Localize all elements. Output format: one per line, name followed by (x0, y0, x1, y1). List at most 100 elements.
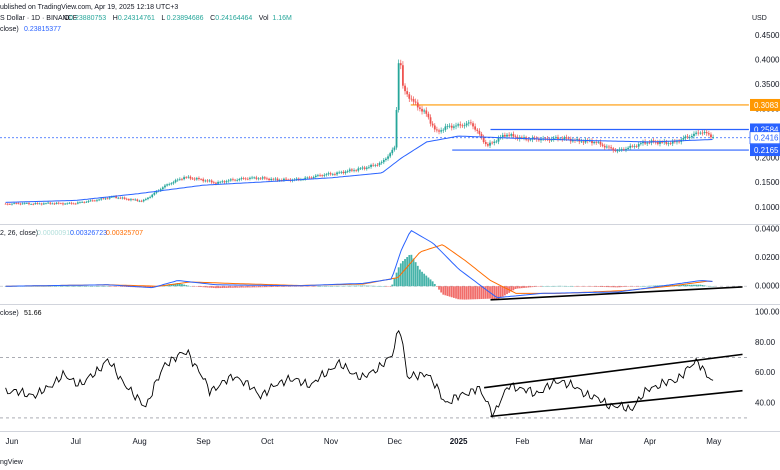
macd-tick-label: 0.0200 (755, 253, 780, 262)
candle-body (563, 137, 566, 140)
candle-body (181, 178, 183, 180)
candle-body (87, 201, 90, 202)
macd-histogram-bar (610, 286, 613, 288)
macd-histogram-bar (516, 286, 519, 289)
candle-body (520, 137, 523, 139)
rsi-pane[interactable]: 100.00 80.00 60.00 40.00 close) 51.66 (0, 308, 780, 419)
candle-body (36, 203, 39, 204)
candle-body (132, 199, 134, 200)
macd-histogram-bar (697, 284, 700, 287)
macd-histogram-bar (348, 285, 351, 287)
ohlc-key: C (210, 15, 215, 22)
macd-histogram-bar (123, 286, 126, 287)
rsi-channel-upper[interactable] (484, 353, 743, 389)
candle-body (215, 182, 217, 184)
macd-histogram-bar (178, 283, 181, 287)
macd-histogram-bar (210, 286, 213, 288)
macd-histogram-bar (423, 273, 426, 287)
candle-body (257, 178, 260, 180)
candle-body (457, 124, 460, 126)
macd-histogram-bar (365, 285, 368, 287)
macd-legend-signal: 0.00325707 (106, 230, 143, 237)
candle-body (310, 177, 313, 179)
macd-histogram-bar (176, 283, 179, 287)
candle-body (327, 173, 330, 175)
macd-histogram-bar (421, 271, 423, 287)
candle-body (225, 181, 228, 183)
time-axis[interactable]: Jun Jul Aug Sep Oct Nov Dec 2025 Feb Mar Apr May (6, 437, 722, 446)
candle-body (659, 142, 661, 144)
macd-histogram-bar (467, 286, 470, 300)
candle-body (404, 85, 406, 92)
candle-body (193, 178, 196, 180)
candle-body (710, 134, 712, 138)
price-axis-ticks: 0.45000.40000.35000.30000.20000.15000.10… (755, 31, 780, 212)
candle-body (620, 149, 623, 150)
candle-body (431, 123, 434, 126)
macd-histogram-bar (253, 286, 256, 288)
ohlc-value: 0.23894686 (167, 15, 204, 22)
candle-body (159, 189, 162, 191)
candle-body (633, 146, 636, 147)
macd-histogram-bar (181, 284, 183, 287)
candle-body (486, 144, 489, 146)
candle-body (314, 175, 317, 178)
time-axis-label: Mar (579, 437, 593, 446)
rsi-channel-lower[interactable] (490, 389, 743, 418)
candle-body (642, 141, 644, 144)
macd-histogram-bar (438, 286, 440, 290)
price-tick-label: 0.1500 (755, 178, 780, 187)
macd-pane[interactable]: 0.0400 0.0200 0.0000 2, 26, close) 0.00000… (0, 224, 780, 301)
candle-body (637, 144, 640, 147)
candle-body (682, 138, 685, 140)
candle-body (678, 141, 680, 143)
candle-body (261, 177, 264, 179)
candle-body (448, 125, 451, 127)
macd-histogram-bar (491, 286, 494, 300)
macd-legend-params: 2, 26, close) (0, 230, 38, 237)
candle-body (140, 200, 143, 202)
macd-legend-macd: 0.00326723 (70, 230, 107, 237)
macd-histogram-bar (261, 286, 264, 288)
macd-histogram-bar (187, 285, 190, 287)
candle-body (17, 203, 20, 205)
candle-body (283, 178, 285, 181)
candle-body (229, 179, 232, 181)
candle-body (393, 147, 396, 150)
time-axis-label: Nov (324, 437, 338, 446)
candle-body (433, 125, 436, 130)
tradingview-brand: ngView (0, 459, 24, 466)
candle-body (208, 180, 211, 182)
candle-body (397, 63, 400, 111)
macd-histogram-bar (225, 286, 228, 288)
candle-body (185, 177, 188, 178)
candle-body (467, 122, 470, 124)
candle-body (334, 174, 336, 175)
macd-trendline[interactable] (490, 286, 743, 301)
candle-body (616, 150, 619, 152)
candle-body (110, 196, 113, 198)
candle-body (489, 142, 491, 146)
candle-body (308, 177, 311, 179)
candle-body (493, 141, 496, 143)
candle-body (359, 168, 362, 170)
candle-body (614, 150, 617, 152)
macd-histogram-bar (690, 284, 693, 287)
price-tick-label: 0.4500 (755, 31, 780, 40)
candle-body (491, 142, 494, 144)
macd-histogram-bar (198, 286, 200, 287)
candle-body (147, 197, 149, 199)
macd-histogram-bar (125, 286, 128, 287)
candle-body (170, 183, 173, 185)
macd-histogram-bar (121, 286, 124, 287)
time-axis-label: Sep (196, 437, 211, 446)
candle-body (212, 182, 215, 184)
macd-histogram-bar (242, 286, 245, 288)
candle-body (321, 175, 324, 176)
candle-body (246, 178, 249, 180)
price-pane[interactable]: 0.45000.40000.35000.30000.20000.15000.10… (0, 4, 780, 212)
macd-histogram-bar (149, 286, 151, 288)
macd-histogram-bar (465, 286, 468, 300)
macd-histogram-bar (419, 269, 421, 287)
